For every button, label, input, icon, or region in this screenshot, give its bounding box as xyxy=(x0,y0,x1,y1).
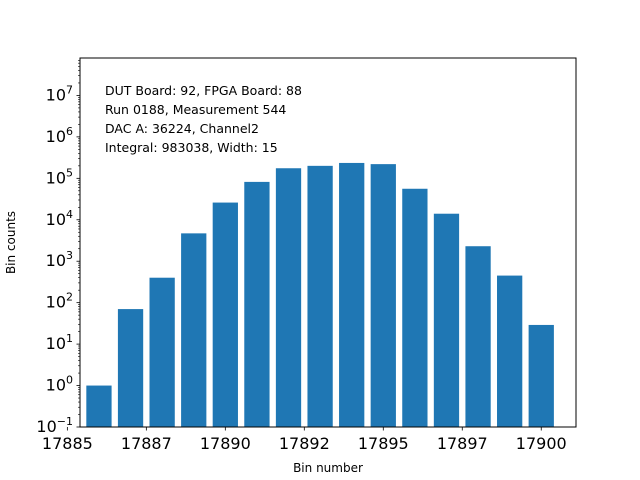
annotation-line: Integral: 983038, Width: 15 xyxy=(105,140,278,155)
bar-17893 xyxy=(307,165,333,428)
annotation-line: Run 0188, Measurement 544 xyxy=(105,102,286,117)
annotation-line: DAC A: 36224, Channel2 xyxy=(105,121,259,136)
bar-17888 xyxy=(149,277,175,427)
bar-17892 xyxy=(275,168,302,427)
annotation-block: DUT Board: 92, FPGA Board: 88 Run 0188, M… xyxy=(105,83,302,155)
y-tick-label: 102 xyxy=(46,291,73,312)
y-tick-label: 107 xyxy=(46,83,73,104)
plot-frame xyxy=(79,57,577,428)
x-tick-label: 17895 xyxy=(358,434,409,453)
y-tick-label: 101 xyxy=(46,332,73,353)
bar-17895 xyxy=(370,164,396,428)
y-tick-label: 106 xyxy=(46,125,73,146)
y-tick-label: 104 xyxy=(46,208,73,229)
bar-17891 xyxy=(244,181,270,427)
bar-17886 xyxy=(86,385,112,427)
y-tick-label: 100 xyxy=(46,374,73,395)
y-tick-label: 105 xyxy=(46,166,73,187)
x-tick-label: 17900 xyxy=(516,434,567,453)
x-axis-ticks: 17885 17887 17890 17892 17895 17897 17900 xyxy=(42,427,567,453)
x-tick-label: 17887 xyxy=(121,434,172,453)
bar-17900 xyxy=(528,324,554,427)
y-tick-label: 10−1 xyxy=(36,415,73,436)
y-tick-label: 103 xyxy=(46,249,73,270)
bar-17889 xyxy=(181,233,207,427)
x-tick-label: 17885 xyxy=(42,434,93,453)
bar-17898 xyxy=(465,246,491,427)
bar-17899 xyxy=(497,275,523,427)
bar-17897 xyxy=(433,213,460,427)
bar-17896 xyxy=(402,188,428,427)
x-tick-label: 17890 xyxy=(200,434,251,453)
y-axis-label: Bin counts xyxy=(4,211,18,274)
bar-17887 xyxy=(117,309,144,427)
bar-series xyxy=(86,162,554,428)
annotation-line: DUT Board: 92, FPGA Board: 88 xyxy=(105,83,302,98)
x-axis-label: Bin number xyxy=(293,461,363,475)
bar-17894 xyxy=(339,162,365,427)
x-tick-label: 17897 xyxy=(437,434,488,453)
bar-17890 xyxy=(212,202,238,427)
x-tick-label: 17892 xyxy=(279,434,330,453)
